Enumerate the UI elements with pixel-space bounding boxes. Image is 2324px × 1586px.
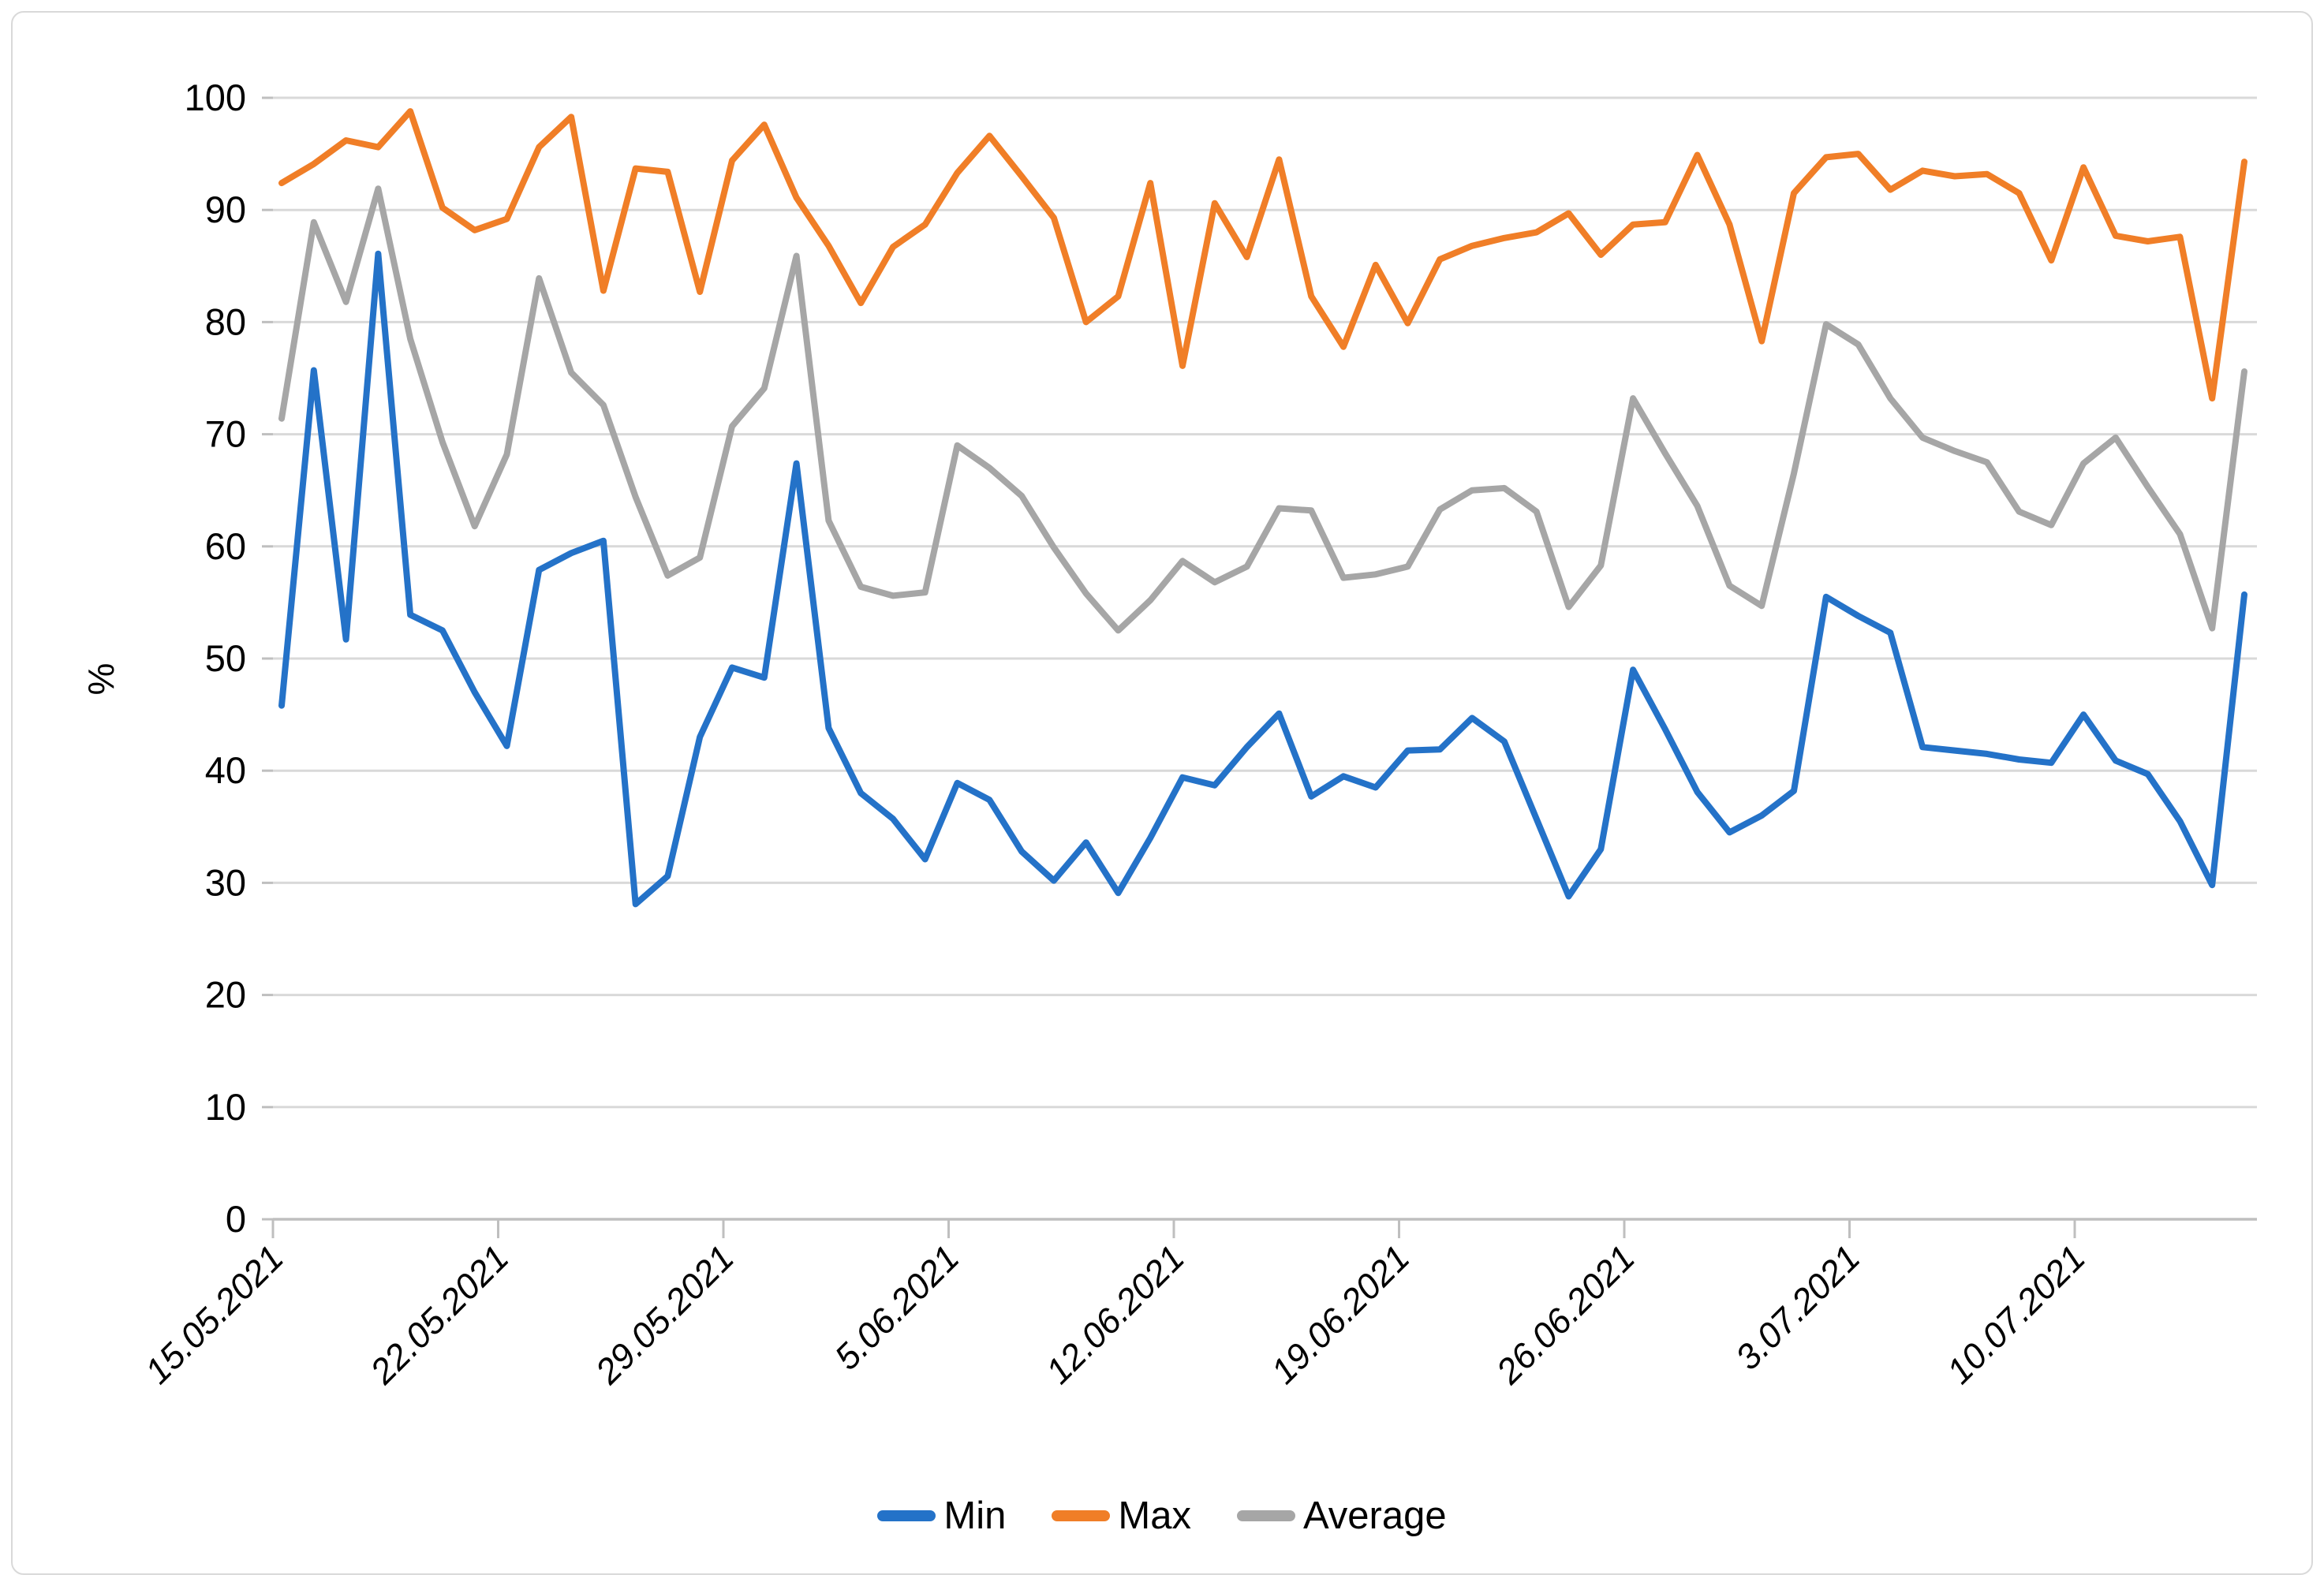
x-axis-tick-label: 22.05.2021 (362, 1237, 517, 1392)
y-axis-tick-label: 60 (205, 525, 246, 567)
x-axis-tick-label: 5.06.2021 (827, 1237, 967, 1378)
legend-label-max: Max (1118, 1495, 1191, 1537)
y-axis-tick-label: 10 (205, 1086, 246, 1128)
x-axis-tick-label: 15.05.2021 (137, 1237, 291, 1391)
y-axis-tick-label: 30 (205, 861, 246, 903)
min-series-line (278, 250, 2247, 908)
y-axis-tick-label: 100 (185, 77, 246, 118)
legend-item-average: Average (1236, 1494, 1447, 1538)
chart-figure: 0 10 20 30 40 50 60 70 80 90 100 15.05.2021 22.05.20… (11, 11, 2313, 1575)
y-axis-tick-label: 0 (226, 1198, 246, 1240)
x-axis-tick-label: 12.06.2021 (1038, 1237, 1192, 1391)
legend-marker-min (877, 1510, 936, 1521)
chart-legend: Min Max Average (13, 1494, 2311, 1538)
x-axis-tick-label: 10.07.2021 (1939, 1237, 2093, 1391)
line-chart: 0 10 20 30 40 50 60 70 80 90 100 15.05.2021 22.05.20… (80, 77, 2257, 1392)
legend-label-average: Average (1302, 1495, 1447, 1537)
average-series-line (278, 185, 2247, 634)
y-axis-tick-label: 90 (205, 188, 246, 230)
y-axis-title: % (80, 663, 121, 696)
legend-item-min: Min (877, 1494, 1006, 1538)
legend-marker-max (1052, 1510, 1111, 1521)
y-axis-tick-label: 70 (205, 413, 246, 455)
max-series-line (278, 108, 2247, 402)
y-axis-tick-label: 80 (205, 300, 246, 342)
y-axis-tick-label: 20 (205, 974, 246, 1016)
legend-item-max: Max (1052, 1494, 1191, 1538)
x-axis-tick-label: 26.06.2021 (1488, 1237, 1642, 1392)
x-axis-tick-label: 3.07.2021 (1728, 1237, 1868, 1378)
y-axis-tick-label: 40 (205, 749, 246, 791)
legend-marker-average (1236, 1510, 1295, 1521)
x-axis-tick-label: 19.06.2021 (1263, 1237, 1417, 1391)
y-axis-tick-label: 50 (205, 637, 246, 679)
legend-label-min: Min (943, 1495, 1007, 1537)
x-axis-tick-label: 29.05.2021 (587, 1237, 742, 1392)
